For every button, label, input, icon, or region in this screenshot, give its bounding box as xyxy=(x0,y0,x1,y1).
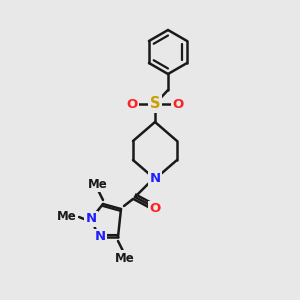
Text: O: O xyxy=(126,98,138,110)
Text: Me: Me xyxy=(88,178,108,190)
Text: O: O xyxy=(149,202,161,215)
Text: N: N xyxy=(85,212,97,226)
Text: N: N xyxy=(94,230,106,244)
Text: S: S xyxy=(150,97,160,112)
Text: O: O xyxy=(172,98,184,110)
Text: Me: Me xyxy=(115,251,135,265)
Text: N: N xyxy=(149,172,161,185)
Text: Me: Me xyxy=(57,211,77,224)
